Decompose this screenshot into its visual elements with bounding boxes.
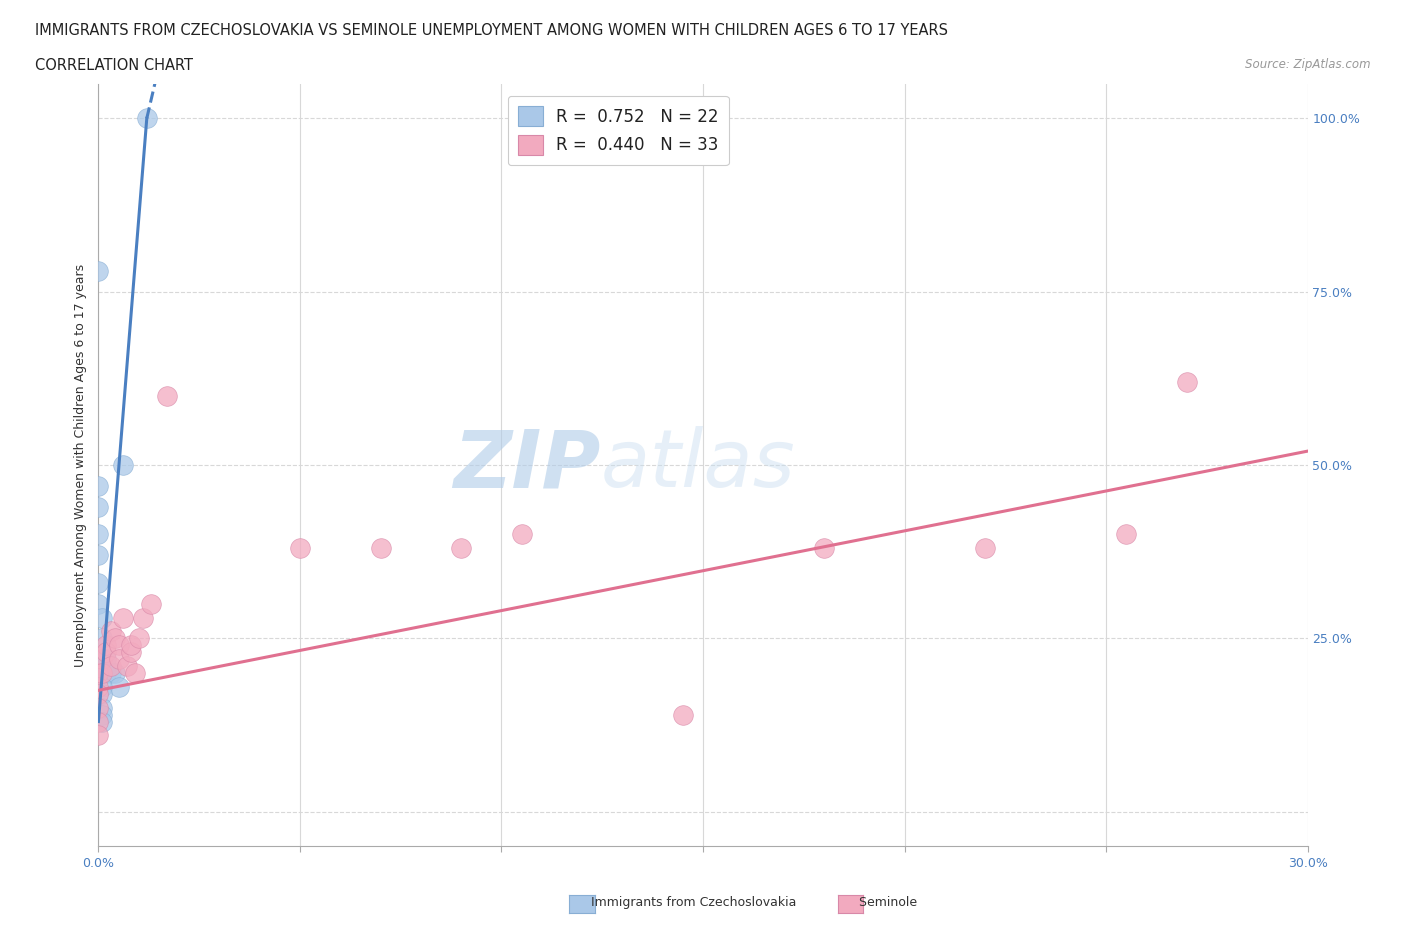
Point bbox=[91, 631, 114, 645]
Text: Source: ZipAtlas.com: Source: ZipAtlas.com bbox=[1246, 58, 1371, 71]
Point bbox=[124, 666, 146, 681]
Point bbox=[139, 596, 162, 611]
Point bbox=[91, 714, 114, 729]
Point bbox=[96, 638, 118, 653]
Point bbox=[111, 458, 134, 472]
Point bbox=[87, 728, 110, 743]
Point bbox=[135, 111, 157, 126]
Point bbox=[96, 652, 118, 667]
Point bbox=[91, 707, 114, 722]
Point bbox=[103, 666, 125, 681]
Point bbox=[87, 680, 110, 695]
Point bbox=[91, 652, 114, 667]
Point bbox=[450, 540, 472, 555]
Point bbox=[87, 263, 110, 278]
Point bbox=[87, 666, 110, 681]
Point bbox=[96, 666, 118, 681]
Point bbox=[156, 388, 179, 403]
Point bbox=[1175, 375, 1198, 390]
Point bbox=[107, 680, 129, 695]
Point bbox=[813, 540, 835, 555]
Text: Immigrants from Czechoslovakia: Immigrants from Czechoslovakia bbox=[583, 896, 797, 909]
Point bbox=[87, 478, 110, 493]
Point bbox=[120, 638, 142, 653]
Point bbox=[91, 652, 114, 667]
Point bbox=[100, 624, 122, 639]
Point bbox=[107, 638, 129, 653]
Point bbox=[91, 680, 114, 695]
Point bbox=[128, 631, 150, 645]
Point bbox=[100, 666, 122, 681]
Point bbox=[107, 652, 129, 667]
Point bbox=[91, 610, 114, 625]
Point bbox=[100, 658, 122, 673]
Point bbox=[132, 610, 155, 625]
Point bbox=[87, 714, 110, 729]
Point bbox=[1115, 527, 1137, 542]
Point bbox=[672, 707, 695, 722]
Point bbox=[87, 700, 110, 715]
Point bbox=[120, 644, 142, 659]
Text: atlas: atlas bbox=[600, 426, 794, 504]
Point bbox=[103, 631, 125, 645]
Point bbox=[87, 596, 110, 611]
Text: Seminole: Seminole bbox=[851, 896, 917, 909]
Point bbox=[87, 527, 110, 542]
Point bbox=[370, 540, 392, 555]
Point bbox=[87, 686, 110, 701]
Point bbox=[974, 540, 997, 555]
Point bbox=[91, 686, 114, 701]
Point bbox=[87, 548, 110, 563]
Text: ZIP: ZIP bbox=[453, 426, 600, 504]
Point bbox=[111, 610, 134, 625]
Point bbox=[288, 540, 311, 555]
Point bbox=[91, 700, 114, 715]
Legend: R =  0.752   N = 22, R =  0.440   N = 33: R = 0.752 N = 22, R = 0.440 N = 33 bbox=[508, 96, 728, 165]
Point bbox=[510, 527, 533, 542]
Point bbox=[91, 666, 114, 681]
Point bbox=[96, 644, 118, 659]
Point bbox=[87, 576, 110, 591]
Y-axis label: Unemployment Among Women with Children Ages 6 to 17 years: Unemployment Among Women with Children A… bbox=[75, 263, 87, 667]
Point bbox=[115, 658, 138, 673]
Point bbox=[87, 499, 110, 514]
Text: IMMIGRANTS FROM CZECHOSLOVAKIA VS SEMINOLE UNEMPLOYMENT AMONG WOMEN WITH CHILDRE: IMMIGRANTS FROM CZECHOSLOVAKIA VS SEMINO… bbox=[35, 23, 948, 38]
Text: CORRELATION CHART: CORRELATION CHART bbox=[35, 58, 193, 73]
